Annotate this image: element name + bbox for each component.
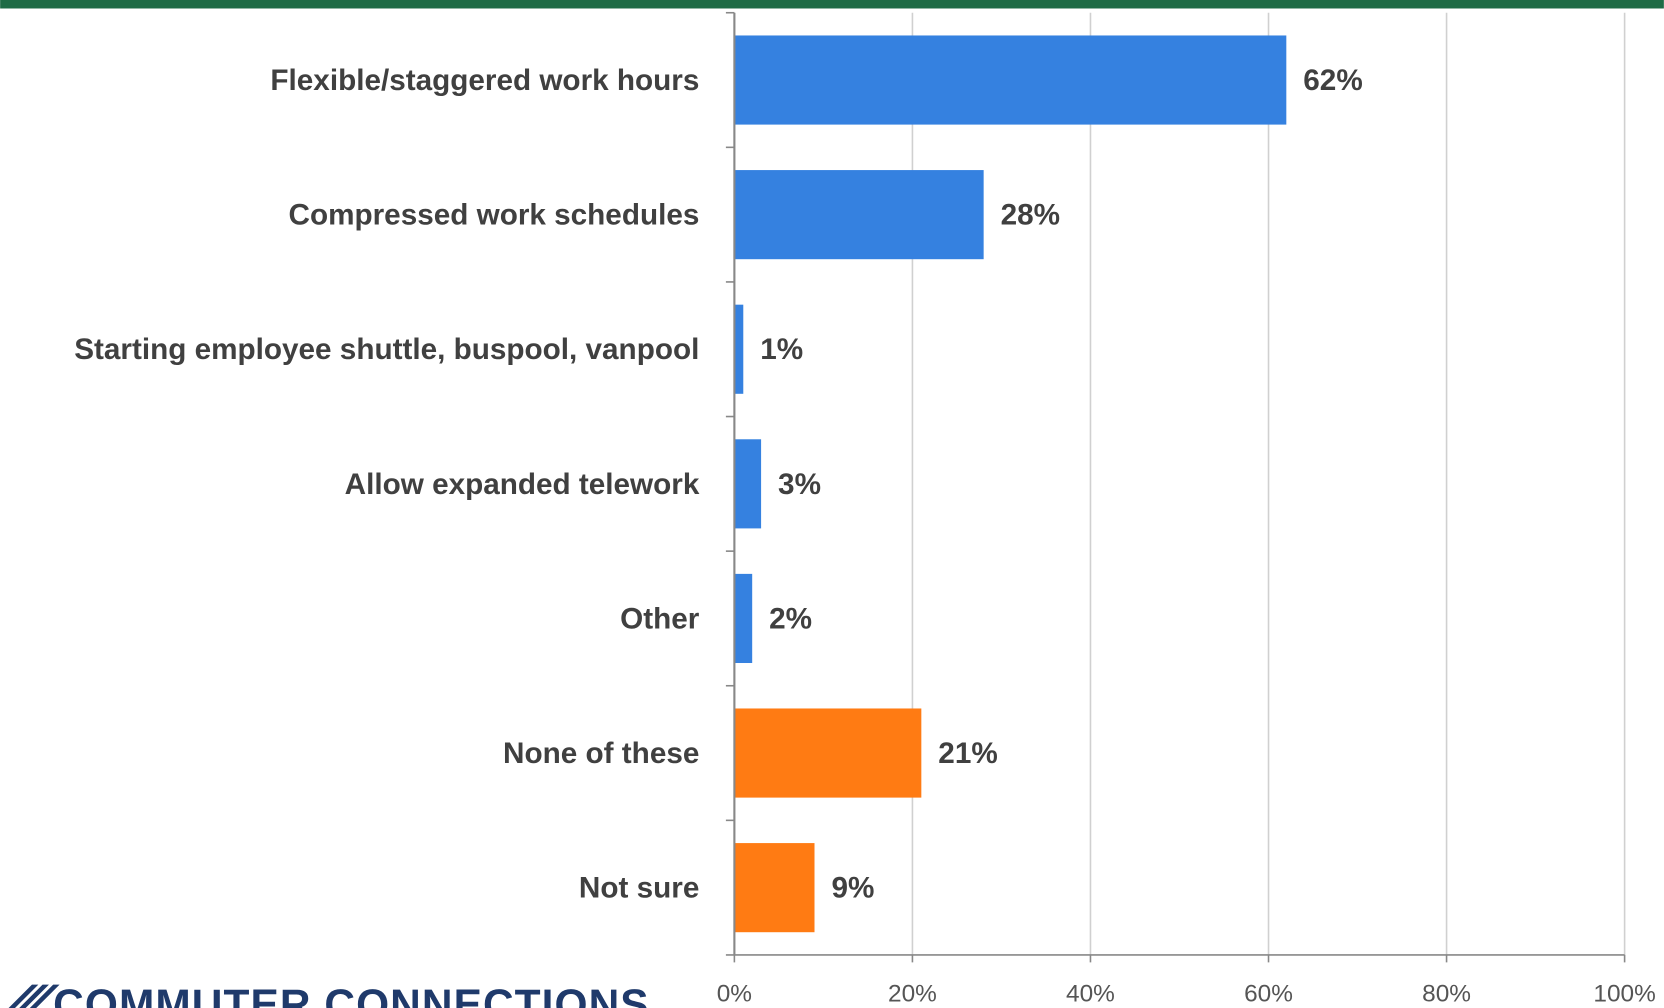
bar	[734, 573, 753, 664]
value-label: 9%	[831, 872, 874, 905]
x-tick-label: 40%	[1066, 981, 1115, 1008]
bar	[734, 304, 744, 394]
value-label: 21%	[938, 737, 997, 770]
logo-text: COMMUTER CONNECTIONS	[53, 981, 649, 1008]
category-label: Allow expanded telework	[345, 468, 700, 501]
x-tick-label: 0%	[717, 981, 752, 1008]
category-label: Starting employee shuttle, buspool, vanp…	[74, 333, 699, 366]
x-tick-label: 20%	[888, 981, 937, 1008]
bar	[734, 708, 922, 798]
category-label: Flexible/staggered work hours	[270, 64, 699, 97]
category-label: Other	[620, 602, 700, 635]
value-label: 62%	[1303, 64, 1362, 97]
category-label: Not sure	[579, 872, 699, 905]
logo-icon	[8, 984, 60, 1008]
category-label: Compressed work schedules	[289, 199, 700, 232]
x-tick-label: 100%	[1593, 981, 1655, 1008]
value-label: 3%	[778, 468, 821, 501]
bar	[734, 439, 762, 529]
category-label: None of these	[503, 737, 699, 770]
bar	[734, 170, 984, 260]
top-band	[0, 0, 1664, 9]
value-label: 2%	[769, 602, 812, 635]
x-tick-label: 60%	[1244, 981, 1293, 1008]
x-tick-label: 80%	[1422, 981, 1471, 1008]
value-label: 1%	[760, 333, 803, 366]
value-label: 28%	[1001, 199, 1060, 232]
bar	[734, 35, 1287, 125]
bar	[734, 843, 815, 933]
